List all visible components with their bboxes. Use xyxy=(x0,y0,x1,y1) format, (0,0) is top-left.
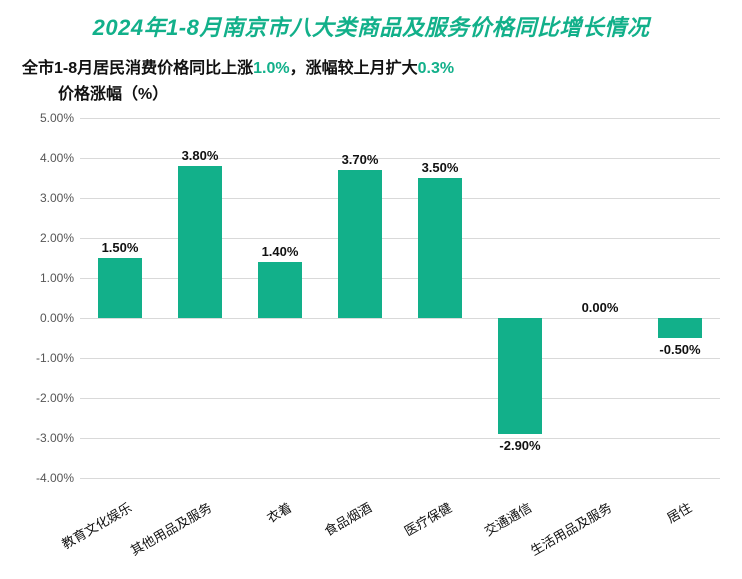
gridline xyxy=(80,478,720,479)
gridline xyxy=(80,118,720,119)
bar xyxy=(658,318,702,338)
y-tick-label: 1.00% xyxy=(40,271,80,285)
y-tick-label: 0.00% xyxy=(40,311,80,325)
subtitle-value-1: 1.0% xyxy=(253,60,289,77)
bar-chart: -4.00%-3.00%-2.00%-1.00%0.00%1.00%2.00%3… xyxy=(80,118,720,478)
subtitle-mid: ，涨幅较上月扩大 xyxy=(290,60,418,77)
bar xyxy=(178,166,222,318)
bar xyxy=(258,262,302,318)
y-tick-label: -2.00% xyxy=(36,391,80,405)
subtitle-value-2: 0.3% xyxy=(418,60,454,77)
bar-value-label: 3.70% xyxy=(342,152,379,167)
bar-value-label: 3.80% xyxy=(182,148,219,163)
gridline xyxy=(80,318,720,319)
bar-value-label: 1.40% xyxy=(262,244,299,259)
y-tick-label: 5.00% xyxy=(40,111,80,125)
bar-value-label: 0.00% xyxy=(582,300,619,315)
bar-value-label: 3.50% xyxy=(422,160,459,175)
gridline xyxy=(80,398,720,399)
gridline xyxy=(80,158,720,159)
bar-value-label: -2.90% xyxy=(499,438,540,453)
y-tick-label: 3.00% xyxy=(40,191,80,205)
gridline xyxy=(80,358,720,359)
gridline xyxy=(80,278,720,279)
gridline xyxy=(80,438,720,439)
bar xyxy=(98,258,142,318)
y-tick-label: -4.00% xyxy=(36,471,80,485)
chart-subtitle: 全市1-8月居民消费价格同比上涨1.0%，涨幅较上月扩大0.3% xyxy=(0,42,742,78)
y-tick-label: 4.00% xyxy=(40,151,80,165)
y-axis-label: 价格涨幅（%） xyxy=(58,80,168,104)
bar-value-label: 1.50% xyxy=(102,240,139,255)
bar xyxy=(338,170,382,318)
subtitle-prefix1: 全市1-8月居民消费价格同比上涨 xyxy=(22,60,253,77)
chart-title: 2024年1-8月南京市八大类商品及服务价格同比增长情况 xyxy=(0,0,742,42)
bar xyxy=(498,318,542,434)
gridline xyxy=(80,198,720,199)
y-tick-label: -3.00% xyxy=(36,431,80,445)
y-tick-label: 2.00% xyxy=(40,231,80,245)
gridline xyxy=(80,238,720,239)
y-tick-label: -1.00% xyxy=(36,351,80,365)
bar-value-label: -0.50% xyxy=(659,342,700,357)
bar xyxy=(418,178,462,318)
